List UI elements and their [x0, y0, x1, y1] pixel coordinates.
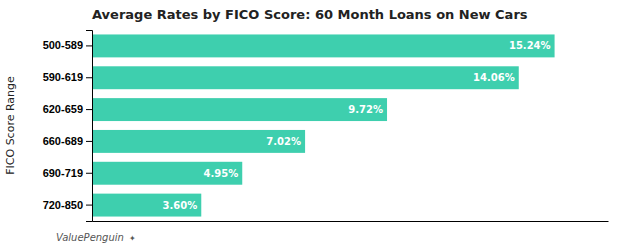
y-tick-mark [86, 109, 92, 110]
annotation: ✦ [129, 234, 136, 243]
bar [92, 98, 387, 121]
y-tick: 720-850 [43, 199, 92, 211]
y-tick-mark [86, 45, 92, 46]
y-tick-label: 590-619 [43, 71, 83, 83]
y-tick: 620-659 [43, 103, 92, 115]
bar [92, 194, 201, 217]
annotation: ValuePenguin [56, 232, 124, 243]
data-labels: 15.24% 14.06% 9.72% 7.02% 4.95% 3.60% [163, 40, 551, 210]
data-label: 14.06% [473, 72, 515, 83]
data-label: 3.60% [163, 200, 198, 211]
bar [92, 130, 305, 153]
data-label: 7.02% [266, 136, 301, 147]
data-label: 4.95% [204, 168, 239, 179]
chart-svg: 500-589 590-619 620-659 660-689 690-719 720-8… [0, 0, 624, 247]
chart-container: 500-589 590-619 620-659 660-689 690-719 720-8… [0, 0, 624, 247]
y-axis-title: FICO Score Range [4, 76, 17, 175]
plot-area: 500-589 590-619 620-659 660-689 690-719 720-8… [43, 31, 609, 222]
y-tick: 500-589 [43, 39, 92, 51]
y-tick-label: 660-689 [43, 135, 83, 147]
data-label: 9.72% [348, 104, 383, 115]
bar [92, 34, 555, 57]
y-tick-label: 690-719 [43, 167, 83, 179]
bar [92, 66, 519, 89]
y-tick-label: 620-659 [43, 103, 83, 115]
y-tick-mark [86, 173, 92, 174]
y-axis: 500-589 590-619 620-659 660-689 690-719 720-8… [43, 31, 93, 222]
y-tick: 660-689 [43, 135, 92, 147]
bars [92, 34, 555, 216]
x-axis [93, 221, 609, 222]
y-tick-mark [86, 77, 92, 78]
y-tick-label: 720-850 [43, 199, 83, 211]
data-label: 15.24% [509, 40, 551, 51]
y-axis-line [86, 31, 93, 222]
bar [92, 162, 242, 185]
y-tick: 690-719 [43, 167, 92, 179]
y-tick: 590-619 [43, 71, 92, 83]
title: Average Rates by FICO Score: 60 Month Lo… [92, 7, 528, 22]
y-tick-mark [86, 205, 92, 206]
y-tick-mark [86, 141, 92, 142]
x-axis-line [93, 221, 609, 222]
y-tick-label: 500-589 [43, 39, 83, 51]
